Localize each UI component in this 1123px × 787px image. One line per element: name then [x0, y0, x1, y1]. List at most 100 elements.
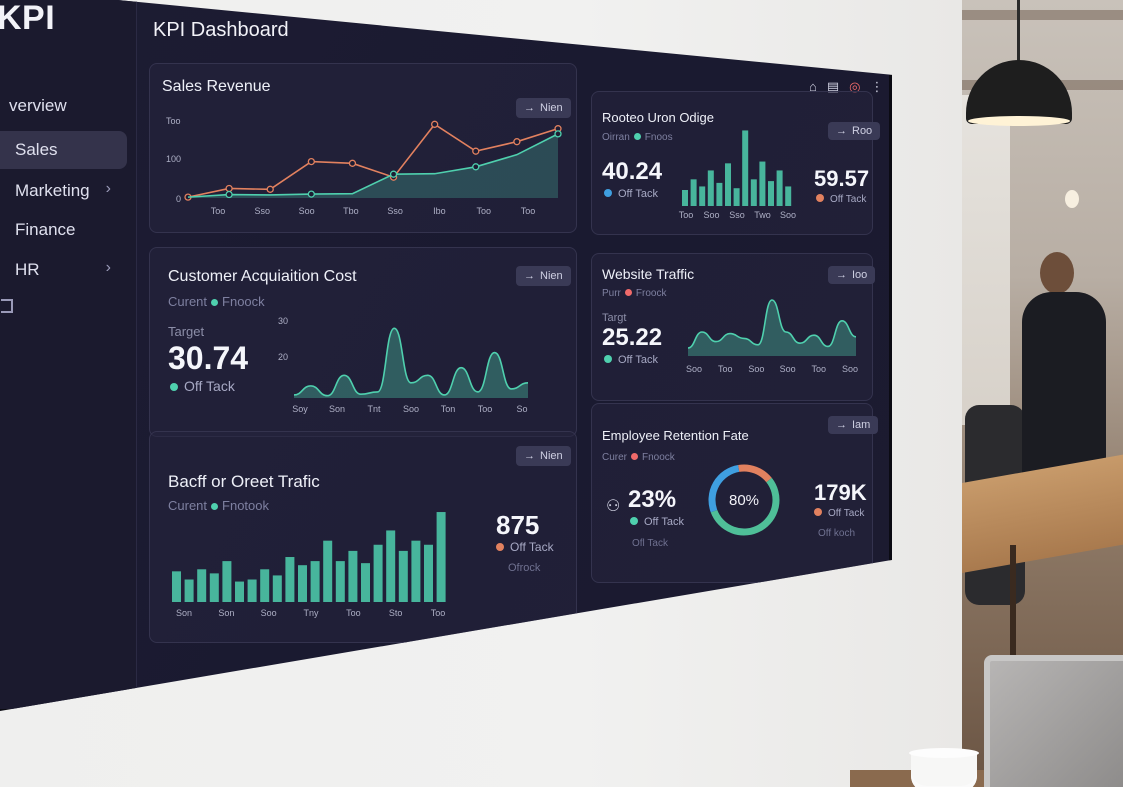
kpi-value: 30.74 — [168, 340, 249, 376]
status-dot — [633, 133, 641, 140]
view-button[interactable]: → Iam — [828, 416, 879, 434]
card-title: Sales Revenue — [162, 78, 271, 95]
laptop — [984, 655, 1123, 787]
donut-slice — [708, 465, 740, 513]
bar — [247, 579, 257, 602]
sidebar-item-sales[interactable]: Sales — [0, 131, 127, 169]
data-point — [225, 184, 233, 193]
bar — [348, 550, 358, 602]
direct-traffic-card: Bacff or Oreet Trafic Curent Fnotook → Ni… — [149, 431, 577, 643]
button-label: Roo — [852, 125, 873, 137]
view-button[interactable]: → Nien — [516, 266, 571, 286]
more-vertical-icon[interactable]: ⋮ — [870, 79, 884, 94]
kpi-value: 23% — [628, 486, 677, 513]
x-tick: Soo — [686, 364, 702, 374]
target-label: Target — [168, 324, 205, 339]
home-icon[interactable]: ⌂ — [809, 79, 817, 94]
x-tick: Soo — [703, 210, 719, 220]
page-title: KPI Dashboard — [153, 19, 289, 41]
data-point — [472, 147, 480, 155]
bar — [386, 530, 396, 602]
series-line — [187, 133, 559, 198]
data-point — [307, 157, 315, 166]
y-tick: 30 — [278, 316, 288, 326]
sidebar-item-marketing[interactable]: Marketing › — [0, 172, 127, 210]
bar — [172, 571, 181, 602]
retention-donut-chart: 80% — [708, 464, 780, 536]
series-line — [293, 327, 529, 397]
donut-slice — [738, 464, 772, 483]
bar — [285, 557, 295, 602]
x-tick: Ibo — [433, 206, 446, 216]
website-traffic-card: Website Traffic Purr Froock → Ioo Targt 2… — [591, 253, 876, 401]
clipboard-icon[interactable]: ▤ — [826, 79, 840, 94]
bar — [742, 130, 749, 206]
kpi-status: Off Tack — [496, 540, 554, 554]
bar — [197, 569, 207, 602]
x-tick: Son — [329, 404, 345, 414]
button-label: Nien — [540, 270, 563, 282]
table-leg — [1010, 545, 1016, 695]
employee-retention-card: Employee Retention Fate Curer Fnoock → Ia… — [591, 403, 879, 583]
card-title: Employee Retention Fate — [602, 428, 749, 443]
x-tick: Too — [431, 608, 446, 618]
target-icon[interactable]: ◎ — [849, 79, 861, 94]
bar — [310, 561, 320, 602]
direct-traffic-chart: Son Son Soo Tny Too Sto Too — [172, 512, 446, 618]
x-tick: Too — [476, 206, 491, 216]
kpi-value: 40.24 — [602, 158, 663, 185]
view-button[interactable]: → Roo — [828, 122, 881, 140]
kpi-value: 875 — [496, 510, 540, 540]
kpi-status: Off Tack — [814, 508, 864, 519]
area-fill — [688, 300, 856, 356]
view-button[interactable]: → Nien — [516, 446, 571, 466]
bar — [235, 581, 244, 602]
window — [962, 95, 1010, 425]
users-icon: ⚇ — [606, 498, 621, 515]
kpi-status-secondary: Ofl Tack — [632, 538, 668, 549]
light-bulb — [1065, 190, 1079, 208]
kpi-status-secondary: Ofrock — [508, 562, 541, 574]
bar — [335, 561, 345, 602]
x-tick: Soy — [292, 404, 308, 414]
bar — [768, 181, 774, 206]
bar — [222, 561, 232, 602]
bar — [750, 179, 757, 206]
kpi-value: 59.57 — [814, 166, 870, 191]
logout-icon[interactable] — [1, 299, 13, 313]
view-button[interactable]: → Nien — [516, 98, 571, 118]
kpi-value: 25.22 — [602, 324, 663, 351]
coffee-mug — [909, 748, 979, 787]
sidebar-item-hr[interactable]: HR › — [0, 251, 127, 289]
data-point — [307, 190, 315, 198]
x-tick: Soo — [403, 404, 419, 414]
y-tick: 20 — [278, 352, 288, 362]
arrow-right-icon: → — [524, 102, 535, 114]
arrow-right-icon: → — [836, 269, 847, 281]
bar — [184, 579, 194, 602]
sidebar-item-label: verview — [9, 96, 67, 115]
sidebar-item-overview[interactable]: verview — [0, 87, 127, 125]
y-tick: Too — [166, 116, 181, 126]
data-point — [554, 130, 562, 138]
donut-slice — [710, 477, 780, 536]
kpi-status: Off Tack — [604, 354, 658, 366]
view-button[interactable]: → Ioo — [828, 266, 876, 284]
x-tick: Tny — [303, 608, 319, 618]
card-subtitle: Curent Fnoock — [168, 294, 265, 309]
bar — [298, 565, 307, 602]
x-tick: Soo — [780, 210, 796, 220]
kpi-status-secondary: Off koch — [818, 528, 856, 539]
person-head — [1040, 252, 1074, 294]
kpi-value: 179K — [814, 480, 867, 505]
card-title: Rooteo Uron Odige — [602, 110, 715, 125]
button-label: Nien — [540, 450, 563, 462]
data-point — [348, 159, 357, 167]
bar — [411, 540, 421, 602]
x-tick: Too — [812, 364, 827, 374]
card-subtitle: Curer Fnoock — [602, 452, 675, 463]
kpi-status: Off Tack — [604, 188, 658, 200]
series-line — [687, 299, 857, 349]
data-point — [389, 170, 398, 178]
sidebar-item-finance[interactable]: Finance — [0, 211, 127, 249]
